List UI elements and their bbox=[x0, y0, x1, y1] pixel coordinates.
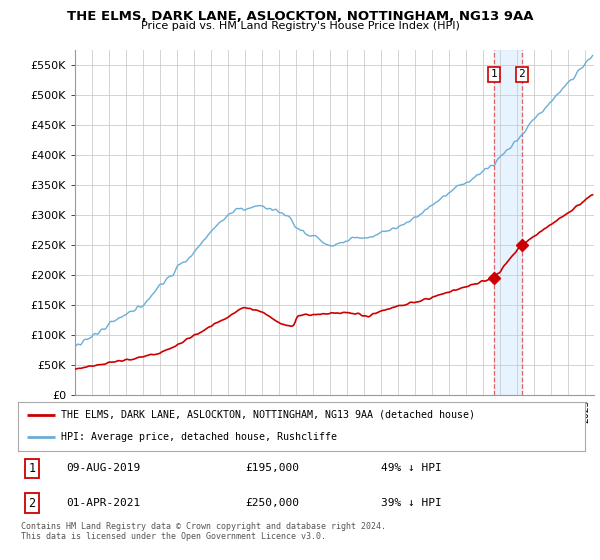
Text: THE ELMS, DARK LANE, ASLOCKTON, NOTTINGHAM, NG13 9AA (detached house): THE ELMS, DARK LANE, ASLOCKTON, NOTTINGH… bbox=[61, 410, 475, 420]
Text: 09-AUG-2019: 09-AUG-2019 bbox=[66, 464, 140, 473]
Text: £250,000: £250,000 bbox=[245, 498, 299, 508]
Text: 01-APR-2021: 01-APR-2021 bbox=[66, 498, 140, 508]
Text: THE ELMS, DARK LANE, ASLOCKTON, NOTTINGHAM, NG13 9AA: THE ELMS, DARK LANE, ASLOCKTON, NOTTINGH… bbox=[67, 10, 533, 23]
Text: £195,000: £195,000 bbox=[245, 464, 299, 473]
Text: 2: 2 bbox=[518, 69, 525, 80]
Text: 1: 1 bbox=[491, 69, 497, 80]
Text: 49% ↓ HPI: 49% ↓ HPI bbox=[381, 464, 442, 473]
Text: 39% ↓ HPI: 39% ↓ HPI bbox=[381, 498, 442, 508]
Bar bbox=[494, 50, 521, 395]
Text: 1: 1 bbox=[28, 462, 35, 475]
Text: Contains HM Land Registry data © Crown copyright and database right 2024.
This d: Contains HM Land Registry data © Crown c… bbox=[21, 522, 386, 542]
Text: Price paid vs. HM Land Registry's House Price Index (HPI): Price paid vs. HM Land Registry's House … bbox=[140, 21, 460, 31]
Text: HPI: Average price, detached house, Rushcliffe: HPI: Average price, detached house, Rush… bbox=[61, 432, 337, 442]
Text: 2: 2 bbox=[28, 497, 35, 510]
